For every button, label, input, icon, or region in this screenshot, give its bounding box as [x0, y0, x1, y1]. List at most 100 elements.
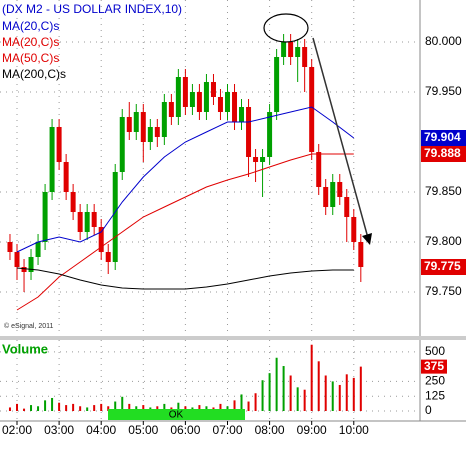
y-tick-label: 79.850	[425, 184, 462, 198]
candle-body	[77, 212, 83, 232]
volume-bar	[233, 400, 236, 411]
annotation-arrow	[312, 37, 369, 239]
candle-body	[21, 267, 27, 272]
legend-entry: MA(200,C)s	[2, 67, 66, 81]
volume-bar	[219, 403, 222, 411]
chart-title: (DX M2 - US DOLLAR INDEX,10)	[2, 2, 182, 16]
volume-bar	[23, 408, 26, 411]
y-tick-label: 250	[425, 374, 445, 388]
volume-bar	[338, 384, 341, 411]
y-tick-label: 500	[425, 344, 445, 358]
ma-line	[16, 106, 355, 253]
candle-body	[358, 242, 364, 267]
legend-entry: MA(20,C)s	[2, 19, 59, 33]
volume-bar	[352, 377, 355, 411]
volume-bar	[128, 403, 131, 411]
value-box	[421, 359, 447, 374]
candle-body	[133, 112, 139, 132]
volume-bar	[30, 405, 33, 411]
candle-body	[337, 182, 343, 197]
status-text: OK	[169, 410, 184, 421]
volume-bar	[121, 396, 124, 411]
volume-bar	[310, 344, 313, 411]
candle-body	[70, 192, 76, 212]
candle-body	[175, 77, 181, 117]
candle-body	[203, 82, 209, 112]
candle-body	[330, 182, 336, 207]
volume-bar	[198, 405, 201, 411]
volume-bar	[163, 403, 166, 411]
candle-body	[253, 157, 259, 162]
candle-body	[232, 92, 238, 122]
volume-bar	[114, 401, 117, 411]
candle-body	[63, 162, 69, 192]
volume-bar	[268, 373, 271, 411]
volume-bar	[58, 402, 61, 411]
candle-body	[91, 212, 97, 227]
value-box	[421, 130, 466, 146]
candle-body	[35, 242, 41, 257]
candle-body	[84, 212, 90, 232]
candle-body	[28, 257, 34, 272]
copyright: © eSignal, 2011	[4, 322, 54, 330]
legend-entry: MA(20,C)s	[2, 35, 59, 49]
candle-body	[112, 172, 118, 262]
volume-bar	[275, 357, 278, 411]
volume-bar	[93, 405, 96, 411]
x-tick-label: 05:00	[128, 423, 158, 437]
candle-body	[267, 112, 273, 157]
candle-body	[168, 102, 174, 117]
volume-bar	[86, 407, 89, 411]
candle-body	[351, 217, 357, 242]
y-tick-label: 125	[425, 388, 445, 402]
volume-bar	[303, 389, 306, 411]
volume-bar	[72, 403, 75, 411]
y-tick-label: 0	[425, 403, 432, 417]
candle-body	[344, 197, 350, 217]
candle-body	[302, 47, 308, 67]
y-tick-label: 79.950	[425, 84, 462, 98]
volume-bar	[107, 406, 110, 411]
y-tick-label: 79.750	[425, 284, 462, 298]
legend-entry: MA(50,C)s	[2, 51, 59, 65]
arrow-head	[362, 233, 372, 245]
candle-body	[224, 92, 230, 112]
volume-bar	[247, 401, 250, 411]
volume-bar	[177, 402, 180, 411]
candle-body	[14, 252, 20, 267]
volume-bar	[240, 394, 243, 411]
candle-body	[147, 127, 153, 142]
x-tick-label: 02:00	[2, 423, 32, 437]
volume-bar	[331, 381, 334, 411]
volume-bar	[135, 406, 138, 411]
candle-body	[189, 92, 195, 107]
value-box	[421, 146, 466, 162]
volume-bar	[100, 403, 103, 411]
layers: 02:00 03:00 04:00 05:00 06:00 07:00 08:00 09:00…	[0, 0, 466, 437]
x-tick-label: 04:00	[86, 423, 116, 437]
volume-bar	[16, 403, 19, 411]
y-tick-label: 79.800	[425, 234, 462, 248]
candle-body	[42, 192, 48, 242]
ma-line	[16, 153, 354, 311]
candle-body	[105, 252, 111, 262]
volume-bar	[261, 380, 264, 411]
volume-bar	[282, 366, 285, 411]
x-tick-label: 03:00	[44, 423, 74, 437]
volume-bar	[37, 406, 40, 411]
volume-bar	[289, 375, 292, 411]
volume-bar	[345, 374, 348, 411]
volume-bar	[8, 407, 11, 411]
x-tick-label: 10:00	[339, 423, 369, 437]
volume-bar	[51, 397, 54, 411]
value-box	[421, 259, 466, 275]
value-box-label: 375	[424, 359, 444, 373]
candle-body	[210, 82, 216, 97]
candle-body	[161, 102, 167, 137]
volume-bar	[142, 405, 145, 411]
candle-body	[239, 107, 245, 122]
x-tick-label: 07:00	[212, 423, 242, 437]
candle-body	[49, 127, 55, 192]
candle-body	[56, 127, 62, 162]
